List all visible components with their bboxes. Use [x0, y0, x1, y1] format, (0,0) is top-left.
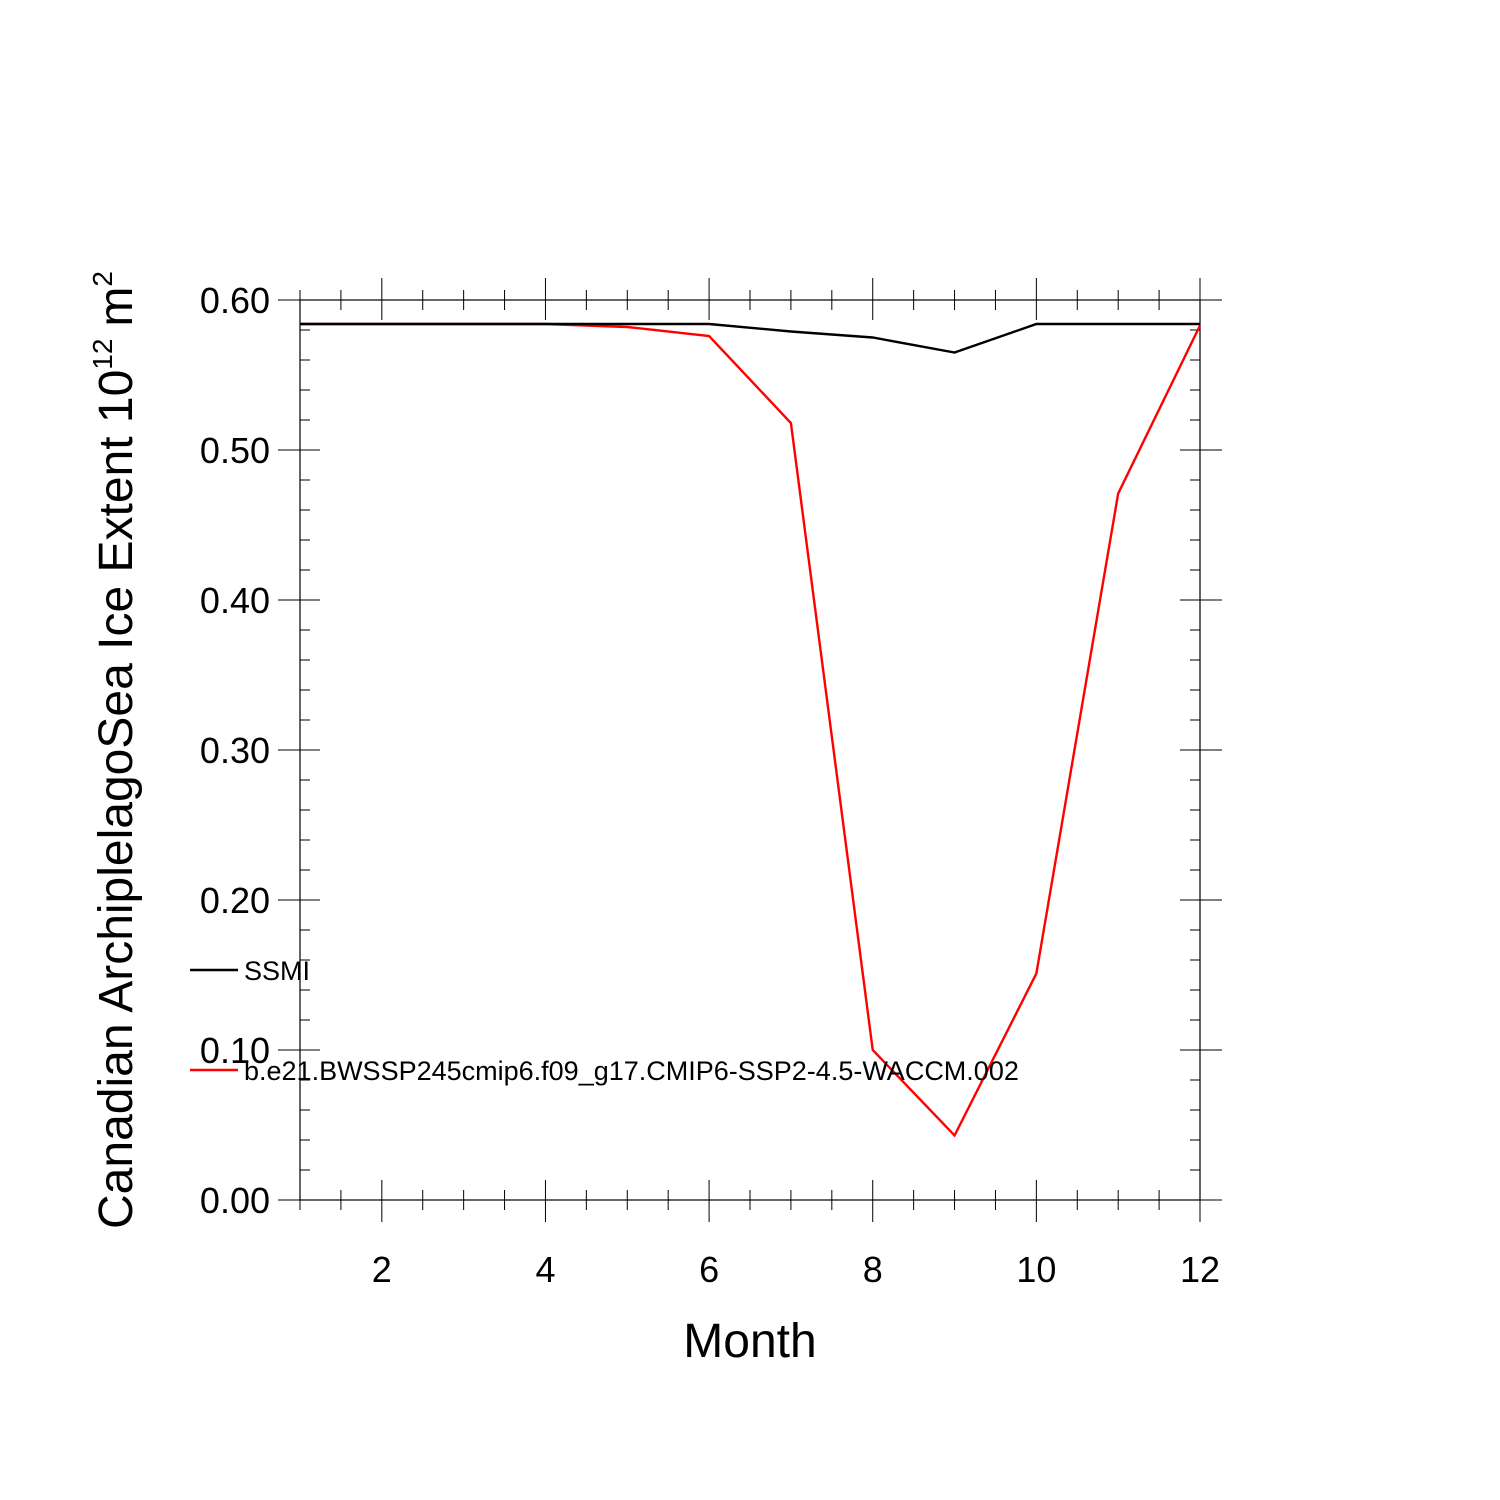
- axis-ticks: [278, 278, 1222, 1222]
- y-axis-label-exponent: 12: [87, 339, 118, 370]
- x-tick-label: 8: [863, 1249, 883, 1290]
- y-tick-label: 0.40: [200, 580, 270, 621]
- series-lines: [300, 322, 1202, 1138]
- series-line-waccm: [300, 322, 1202, 1138]
- axis-tick-labels: 2 4 6 8 10 12 0.00 0.10 0.20 0.30 0.40 0.50 0.60: [200, 280, 1220, 1290]
- x-axis-label: Month: [683, 1315, 816, 1368]
- y-axis-label-text: Canadian ArchiplelagoSea Ice Extent 10: [90, 370, 143, 1229]
- legend-label-waccm: b.e21.BWSSP245cmip6.f09_g17.CMIP6-SSP2-4…: [244, 1056, 1019, 1086]
- y-tick-label: 0.10: [200, 1030, 270, 1071]
- legend-label-ssmi: SSMI: [244, 956, 310, 986]
- x-tick-label: 6: [699, 1249, 719, 1290]
- x-tick-label: 12: [1180, 1249, 1220, 1290]
- legend: SSMI b.e21.BWSSP245cmip6.f09_g17.CMIP6-S…: [190, 956, 1019, 1086]
- y-tick-label: 0.50: [200, 430, 270, 471]
- y-axis-label-unit-text: m: [90, 287, 143, 327]
- y-tick-label: 0.30: [200, 730, 270, 771]
- y-axis-label-unit-exponent: 2: [87, 271, 118, 287]
- y-tick-label: 0.60: [200, 280, 270, 321]
- x-tick-label: 10: [1016, 1249, 1056, 1290]
- x-tick-label: 2: [372, 1249, 392, 1290]
- x-tick-label: 4: [535, 1249, 555, 1290]
- y-axis-label: Canadian ArchiplelagoSea Ice Extent 1012…: [87, 271, 143, 1229]
- y-tick-label: 0.00: [200, 1180, 270, 1221]
- y-tick-label: 0.20: [200, 880, 270, 921]
- series-line-ssmi: [300, 322, 1200, 354]
